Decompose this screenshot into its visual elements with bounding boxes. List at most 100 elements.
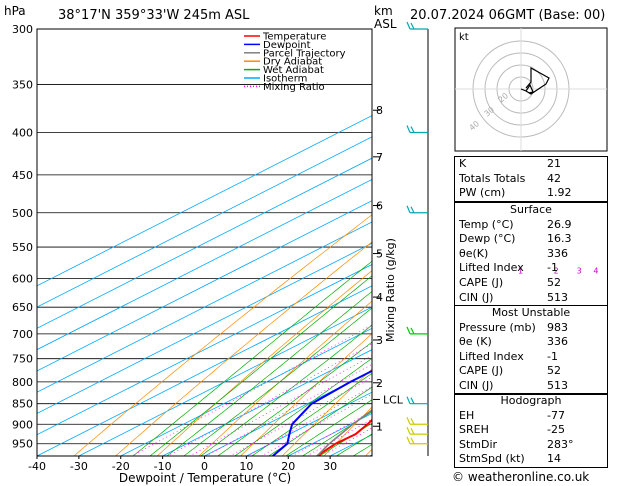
mu-theta-row: θe (K) 336 [459, 335, 568, 349]
km-tick-label: 4 [376, 291, 383, 304]
wet-adiabat [234, 357, 372, 456]
temperature-axis: -40 -30 -20 -10 0 10 20 30 [28, 456, 337, 473]
sreh-row: SREH -25 [459, 423, 565, 437]
wet-adiabat [183, 307, 372, 456]
isotherm [37, 221, 372, 393]
wind-barb [406, 436, 428, 445]
x-tick-label: -10 [154, 460, 172, 473]
wind-barb-flag [410, 417, 415, 425]
most-unstable-table: Most Unstable Pressure (mb) 983 θe (K) 336… [454, 305, 608, 395]
isotherm [37, 157, 372, 329]
wind-barb-flag [410, 427, 415, 435]
dry-adiabat [611, 29, 629, 462]
wind-barbs [406, 21, 429, 456]
pressure-tick-label: 450 [12, 169, 33, 182]
stmspd-row: StmSpd (kt) 14 [459, 452, 561, 466]
wind-barb-flag [410, 22, 415, 30]
legend-label: Dewpoint [263, 40, 311, 51]
wind-barb-flag [410, 327, 415, 335]
pressure-tick-label: 750 [12, 353, 33, 366]
km-tick-label: 1 [376, 420, 383, 433]
x-tick-label: -20 [112, 460, 130, 473]
hodograph: kt 20 30 40 [454, 27, 608, 152]
hodograph-trace-low [525, 83, 534, 94]
isotherm [37, 115, 372, 287]
surface-cin-row: CIN (J) 513 [459, 290, 568, 304]
wet-adiabat [132, 260, 372, 456]
wind-barb [406, 21, 428, 30]
km-tick-label: 3 [376, 334, 383, 347]
x-tick-label: 0 [201, 460, 208, 473]
hodograph-table: Hodograph EH -77 SREH -25 StmDir 283° StmSp… [454, 393, 608, 468]
mixing-ratio-label: 1 [518, 266, 523, 275]
wind-barb-flag [406, 436, 411, 444]
dry-adiabat [115, 241, 372, 456]
pressure-tick-label: 900 [12, 418, 33, 431]
x-tick-label: 10 [239, 460, 253, 473]
legend-label: Isotherm [263, 74, 307, 85]
km-tick-label: 8 [376, 104, 383, 117]
pressure-tick-label: 600 [12, 272, 33, 285]
surface-cape-row: CAPE (J) 52 [459, 275, 561, 289]
mu-li-row: Lifted Index -1 [459, 349, 558, 363]
pressure-axis: 300 350 400 450 500 550 600 650 700 750 800 850 900 9… [12, 23, 33, 451]
surface-dewp-row: Dewp (°C) 16.3 [459, 232, 572, 246]
legend-label: Temperature [262, 32, 326, 43]
wind-barb-flag [410, 206, 415, 214]
wind-barb [406, 326, 428, 335]
x-tick-label: -30 [70, 460, 88, 473]
mixing-ratio-label: 3 [577, 266, 582, 275]
x-tick-label: 30 [323, 460, 337, 473]
wet-adiabat [251, 372, 372, 456]
eh-row: EH -77 [459, 408, 565, 422]
wind-barb [406, 396, 428, 405]
profiles [272, 369, 372, 456]
pressure-tick-label: 550 [12, 241, 33, 254]
isotherm [120, 327, 372, 456]
dry-adiabat [198, 300, 372, 456]
dry-adiabat [73, 214, 372, 456]
pressure-tick-label: 700 [12, 328, 33, 341]
isotherm [37, 136, 372, 308]
wet-adiabat [284, 399, 372, 456]
km-tick-label: 5 [376, 248, 383, 261]
isotherm [37, 264, 372, 436]
km-tick-label: 2 [376, 377, 383, 390]
wet-adiabat [268, 386, 372, 456]
series-dewpoint [272, 369, 372, 456]
legend-label: Mixing Ratio [263, 82, 325, 93]
wind-barb [406, 417, 428, 425]
stmdir-row: StmDir 283° [459, 437, 574, 451]
hpa-label: hPa [4, 4, 26, 18]
pressure-tick-label: 800 [12, 376, 33, 389]
km-tick-label: 6 [376, 200, 383, 213]
wind-barb-flag [406, 205, 411, 214]
km-tick-label: 7 [376, 151, 383, 164]
pressure-tick-label: 500 [12, 207, 33, 220]
surface-theta-row: θe(K) 336 [459, 246, 568, 260]
isotherm [37, 285, 372, 456]
isotherm [78, 306, 372, 456]
mixing-ratio-labels: 1234810162025 [518, 266, 598, 275]
most-unstable-title: Most Unstable [491, 306, 571, 319]
wind-barb-flag [406, 396, 411, 404]
wind-barb [406, 205, 428, 214]
x-tick-label: -40 [28, 460, 46, 473]
wind-barb-flag [406, 125, 411, 133]
pressure-tick-label: 350 [12, 78, 33, 91]
hodograph-trace [520, 66, 550, 95]
k-row: K 21 [459, 157, 561, 170]
wind-barb-flag [406, 417, 411, 425]
dry-adiabat [240, 333, 372, 456]
wind-barb-flag [406, 326, 411, 335]
isotherm [37, 242, 372, 414]
wind-barb-flag [406, 426, 411, 435]
isotherm [37, 178, 372, 351]
datetime-title: 20.07.2024 06GMT (Base: 00) [410, 8, 606, 23]
mu-cin-row: CIN (J) 513 [459, 378, 568, 392]
pressure-tick-label: 300 [12, 23, 33, 36]
hodograph-unit-label: kt [459, 32, 469, 43]
legend-label: Wet Adiabat [263, 65, 324, 76]
